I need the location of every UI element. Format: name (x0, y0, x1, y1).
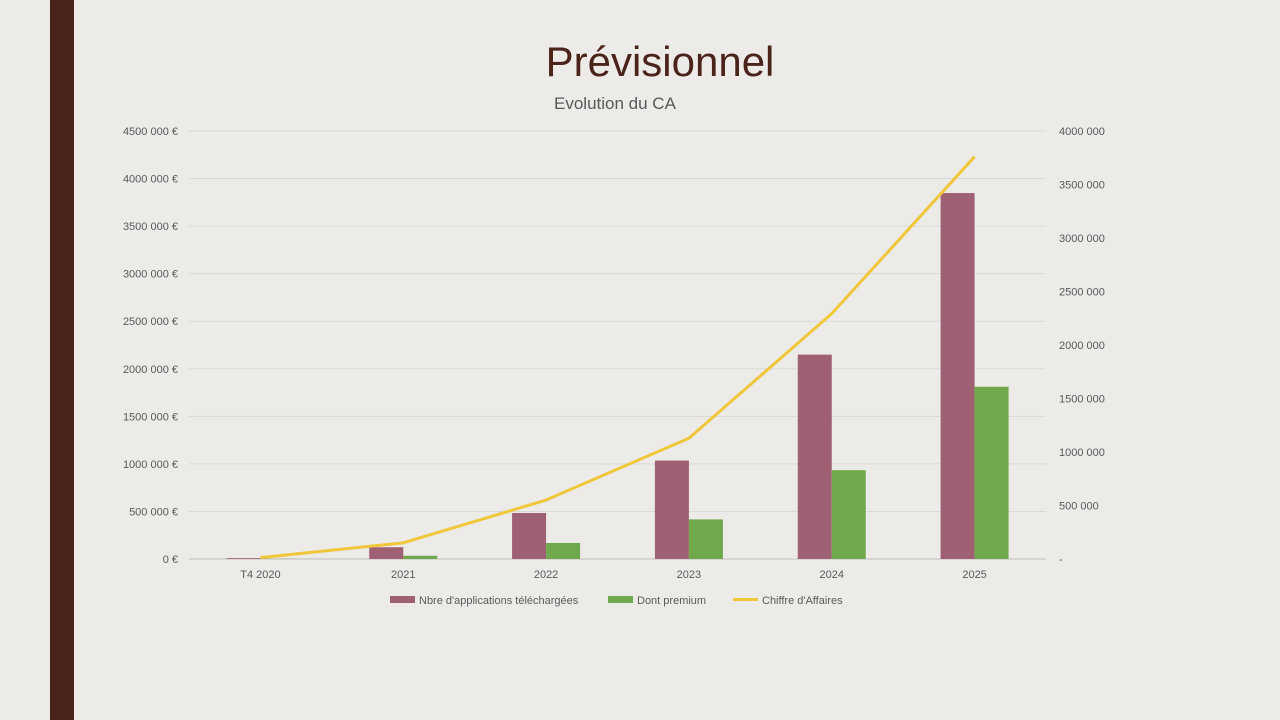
y-left-tick-label: 0 € (163, 554, 178, 566)
bar-downloads (654, 460, 689, 559)
y-right-tick-label: 3000 000 (1059, 233, 1105, 245)
slide-title: Prévisionnel (545, 38, 775, 85)
bar-downloads (512, 512, 547, 559)
bar-downloads (226, 558, 261, 559)
legend-label: Nbre d'applications téléchargées (419, 595, 579, 607)
bar-premium (546, 542, 581, 559)
y-left-tick-label: 1500 000 € (123, 411, 178, 423)
line-chiffre-affaires (260, 155, 976, 560)
x-tick-label: T4 2020 (240, 569, 280, 581)
y-left-tick-label: 3500 000 € (123, 221, 178, 233)
y-right-tick-label: 1500 000 (1059, 394, 1105, 406)
x-tick-label: 2023 (677, 569, 701, 581)
x-tick-label: 2025 (962, 569, 986, 581)
bar-premium (831, 470, 866, 559)
y-right-tick-label: 1000 000 (1059, 447, 1105, 459)
y-right-tick-label: 4000 000 (1059, 126, 1105, 138)
bar-premium (688, 519, 723, 559)
bar-premium (403, 555, 438, 559)
y-right-tick-label: 2000 000 (1059, 340, 1105, 352)
y-right-tick-label: 500 000 (1059, 501, 1099, 513)
chart-title: Evolution du CA (554, 94, 676, 113)
y-right-tick-label: 2500 000 (1059, 287, 1105, 299)
x-tick-label: 2022 (534, 569, 558, 581)
legend-swatch (608, 596, 633, 603)
bar-premium (974, 386, 1009, 559)
y-left-tick-label: 2500 000 € (123, 316, 178, 328)
bar-downloads (797, 354, 832, 559)
y-right-tick-label: - (1059, 554, 1063, 566)
y-left-tick-label: 1000 000 € (123, 459, 178, 471)
x-tick-label: 2024 (820, 569, 844, 581)
legend-swatch (390, 596, 415, 603)
bar-downloads (940, 193, 975, 559)
y-left-tick-label: 500 000 € (129, 506, 178, 518)
y-left-tick-label: 4500 000 € (123, 126, 178, 138)
side-accent-bar (50, 0, 74, 720)
legend-label: Chiffre d'Affaires (762, 595, 843, 607)
legend-label: Dont premium (637, 595, 706, 607)
x-tick-label: 2021 (391, 569, 415, 581)
y-left-tick-label: 2000 000 € (123, 364, 178, 376)
bar-downloads (369, 547, 404, 559)
y-left-tick-label: 4000 000 € (123, 174, 178, 186)
y-right-tick-label: 3500 000 (1059, 180, 1105, 192)
y-left-tick-label: 3000 000 € (123, 269, 178, 281)
